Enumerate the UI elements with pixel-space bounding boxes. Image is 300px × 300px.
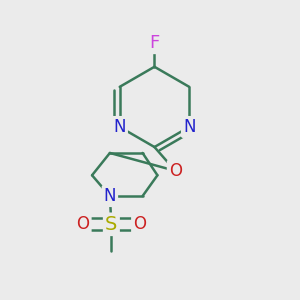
Text: F: F [149, 34, 160, 52]
Text: N: N [103, 187, 116, 205]
Text: O: O [169, 162, 182, 180]
Text: N: N [113, 118, 126, 136]
Text: O: O [76, 215, 90, 233]
Text: S: S [105, 215, 118, 234]
Text: O: O [133, 215, 146, 233]
Text: N: N [183, 118, 196, 136]
